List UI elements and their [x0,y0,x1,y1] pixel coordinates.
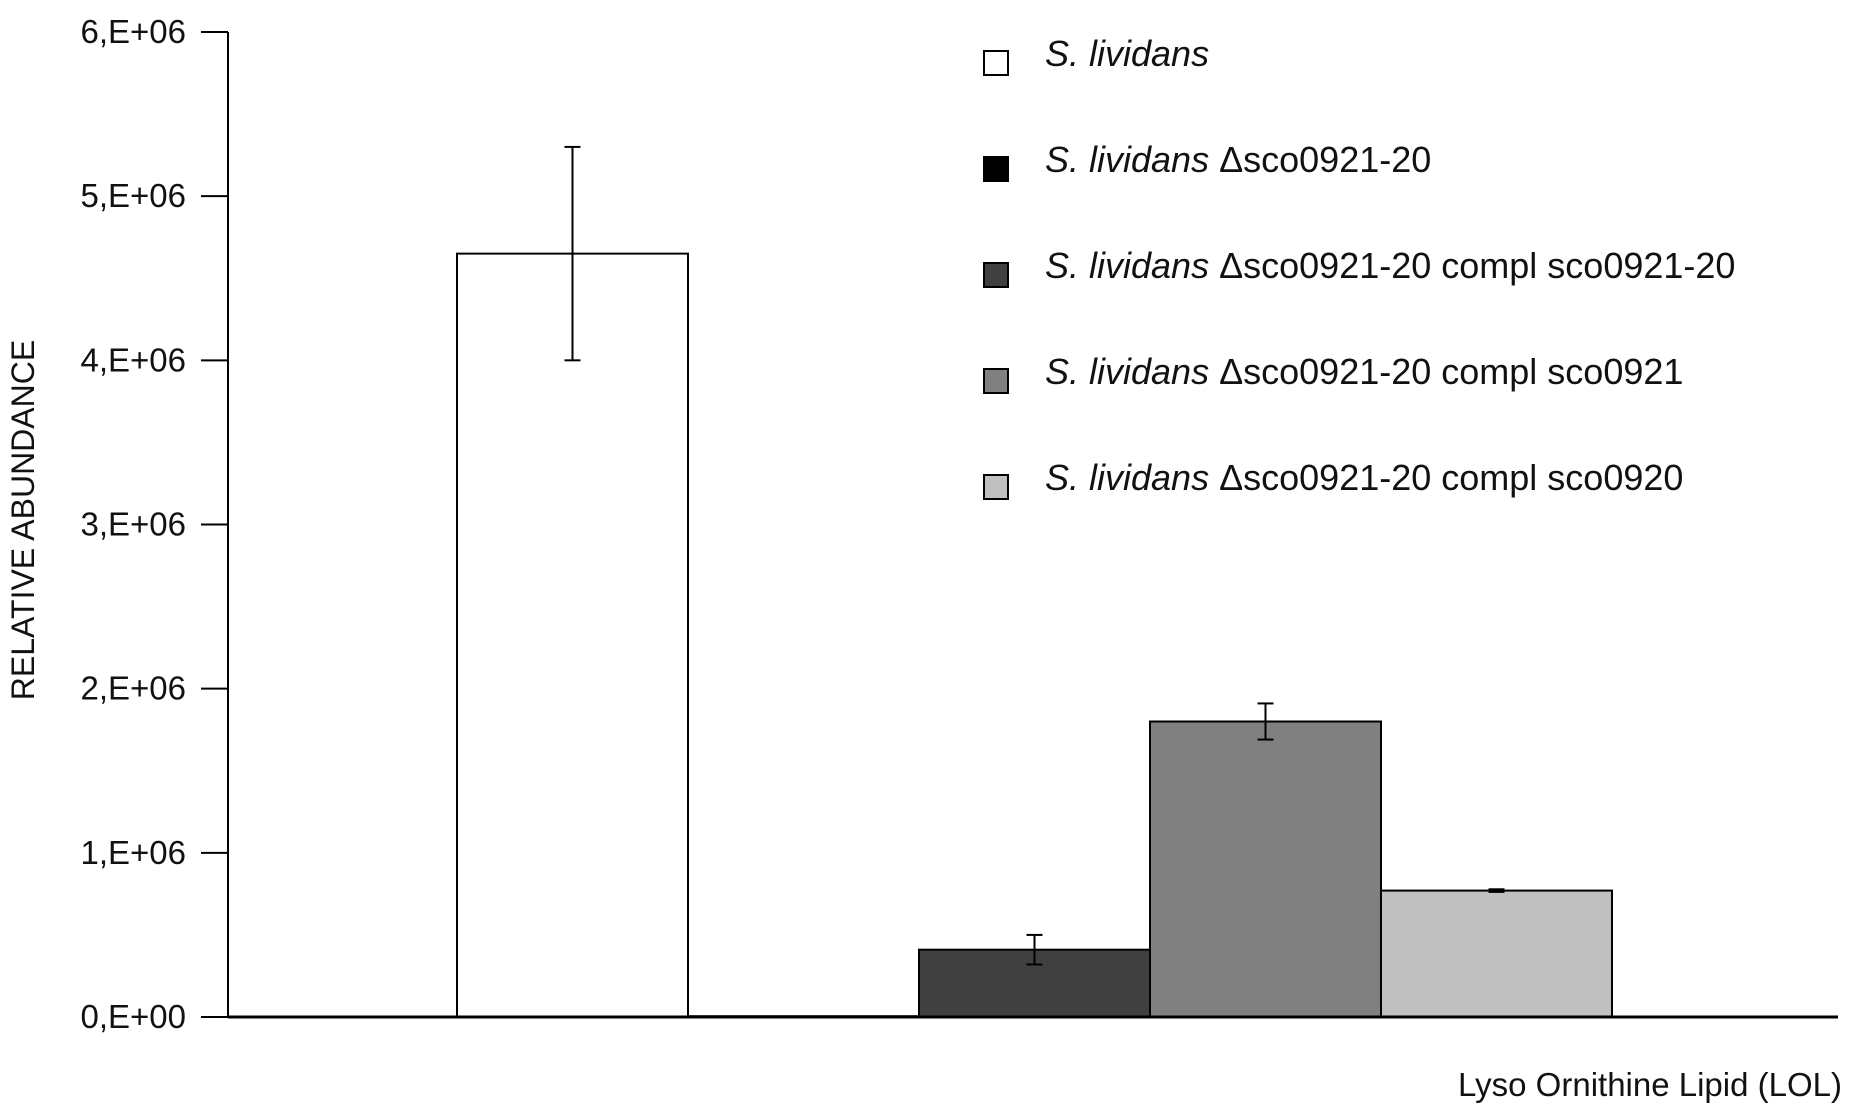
y-tick-label: 6,E+06 [80,13,186,50]
x-axis-category-label: Lyso Ornithine Lipid (LOL) [1458,1066,1842,1103]
legend-label: S. lividans Δsco0921-20 compl sco0920 [1045,457,1683,498]
y-axis-label: RELATIVE ABUNDANCE [5,340,41,700]
y-tick-label: 4,E+06 [80,341,186,378]
legend-label: S. lividans Δsco0921-20 [1045,139,1431,180]
legend-label: S. lividans [1045,33,1209,74]
y-tick-label: 5,E+06 [80,177,186,214]
y-tick-label: 3,E+06 [80,506,186,543]
legend-label: S. lividans Δsco0921-20 compl sco0921-20 [1045,245,1735,286]
legend-swatch [983,474,1009,500]
legend-swatch [983,368,1009,394]
legend: S. lividans S. lividans Δsco0921-20 S. liv… [983,33,1735,500]
bar [1380,889,1613,1019]
legend-swatch [983,156,1009,182]
legend-label: S. lividans Δsco0921-20 compl sco0921 [1045,351,1683,392]
bar [456,252,689,1018]
legend-swatch [983,262,1009,288]
y-tick-label: 1,E+06 [80,834,186,871]
y-axis: 0,E+00 1,E+06 2,E+06 3,E+06 4,E+06 5,E+06 6,E+… [80,13,229,1035]
y-tick-label: 2,E+06 [80,670,186,707]
bar [1149,720,1382,1018]
legend-swatch [983,50,1009,76]
error-bars [564,145,1505,966]
y-tick-label: 0,E+00 [80,998,186,1035]
